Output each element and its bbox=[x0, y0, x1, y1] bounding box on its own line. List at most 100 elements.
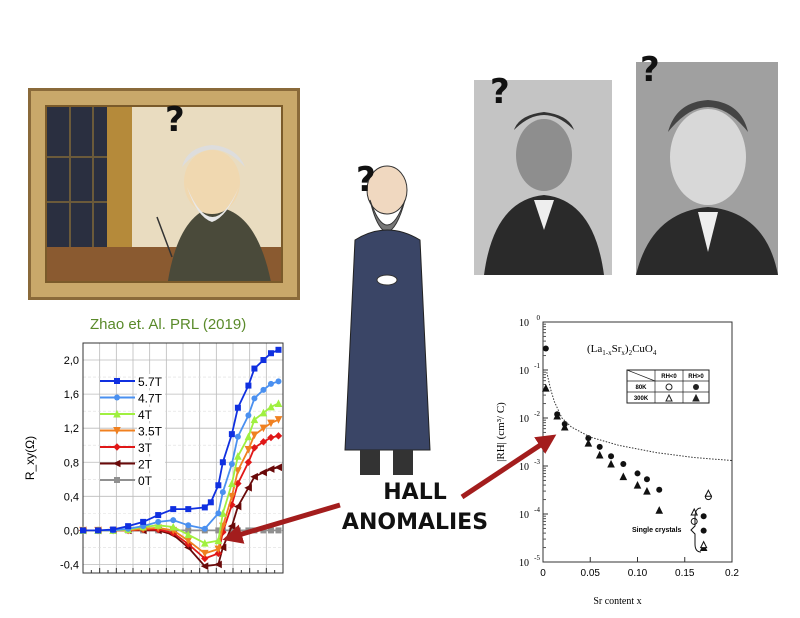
series-5.7T bbox=[80, 346, 282, 534]
chart2-legend: RH<0 RH>0 80K 300K bbox=[626, 369, 710, 404]
data-point bbox=[274, 463, 282, 472]
data-point bbox=[275, 527, 282, 534]
data-point bbox=[634, 470, 641, 477]
legend-label: 0T bbox=[138, 474, 153, 488]
y-tick-label: 10 bbox=[519, 414, 529, 425]
portrait-photo-left bbox=[474, 80, 612, 275]
data-point bbox=[201, 504, 208, 511]
data-point bbox=[219, 459, 226, 466]
data-point bbox=[251, 527, 258, 534]
legend-label: 3.5T bbox=[138, 425, 163, 439]
data-point bbox=[185, 527, 192, 534]
data-point bbox=[169, 522, 178, 531]
legend-bg bbox=[137, 456, 165, 471]
legend-marker bbox=[114, 394, 120, 401]
y-tick-label: 0,8 bbox=[64, 457, 79, 469]
legend-col1: RH<0 bbox=[661, 374, 677, 380]
legend-marker bbox=[665, 383, 673, 391]
legend-label: 4T bbox=[138, 408, 153, 422]
y-tick-exponent: 0 bbox=[537, 314, 541, 322]
data-point bbox=[619, 472, 628, 481]
data-point bbox=[260, 527, 267, 534]
data-point bbox=[267, 350, 274, 357]
y-tick-label: 1,6 bbox=[64, 389, 79, 401]
y-tick-label: 0,4 bbox=[64, 491, 79, 503]
x-tick-label: 0.10 bbox=[628, 568, 648, 579]
legend-marker bbox=[113, 443, 121, 451]
data-point bbox=[275, 346, 282, 353]
cartoon-painting-image bbox=[28, 88, 300, 300]
y-tick-exponent: -3 bbox=[534, 458, 540, 466]
y-tick-label: 10 bbox=[519, 318, 529, 329]
data-point bbox=[214, 536, 223, 545]
data-point bbox=[259, 468, 267, 477]
hall-label-line1: HALL bbox=[383, 480, 447, 505]
data-point bbox=[125, 523, 132, 530]
data-point bbox=[633, 480, 642, 489]
legend-marker bbox=[113, 427, 121, 435]
data-point bbox=[228, 431, 235, 438]
data-point bbox=[95, 527, 102, 534]
annotation-single-crystals: Single crystals bbox=[632, 527, 682, 534]
data-point bbox=[266, 465, 275, 473]
data-point bbox=[170, 517, 177, 524]
question-mark: ? bbox=[490, 72, 510, 112]
data-point bbox=[274, 416, 283, 424]
data-point bbox=[185, 522, 192, 529]
legend-marker bbox=[114, 378, 120, 384]
legend-row2: 300K bbox=[634, 396, 649, 402]
data-point bbox=[245, 382, 252, 389]
x-tick-label: 0 bbox=[540, 568, 546, 579]
data-point bbox=[267, 527, 274, 534]
x-tick-label: 0.2 bbox=[725, 568, 739, 579]
legend-marker bbox=[113, 409, 121, 418]
data-point bbox=[259, 408, 268, 417]
legend-label: 4.7T bbox=[138, 392, 163, 406]
data-point bbox=[607, 459, 615, 468]
data-point bbox=[553, 411, 561, 420]
data-point bbox=[170, 506, 177, 513]
x-tick-label: 0.15 bbox=[675, 568, 695, 579]
data-point bbox=[542, 383, 550, 392]
data-point bbox=[215, 482, 222, 489]
chart1-hall-resistance: R_xy(Ω) -0,4 0,0 0,4 0,8 1,2 1,6 2,0 5.7T 4.7T 4T… bbox=[23, 342, 284, 574]
data-point bbox=[200, 562, 209, 570]
chart1-title: Zhao et. Al. PRL (2019) bbox=[90, 316, 247, 333]
data-point bbox=[244, 445, 253, 454]
data-point bbox=[267, 433, 275, 442]
legend-label: 3T bbox=[138, 441, 153, 455]
data-point bbox=[184, 530, 193, 539]
hall-label-line2: ANOMALIES bbox=[341, 510, 489, 535]
data-point bbox=[700, 513, 707, 520]
data-point bbox=[155, 518, 162, 525]
legend-bg bbox=[137, 407, 165, 421]
data-point bbox=[250, 472, 258, 481]
data-point bbox=[185, 506, 192, 513]
data-point bbox=[251, 395, 258, 402]
data-point bbox=[228, 492, 236, 501]
data-point bbox=[608, 453, 615, 460]
data-point bbox=[219, 509, 227, 517]
y-tick-exponent: -1 bbox=[534, 362, 540, 370]
data-point bbox=[228, 460, 235, 467]
data-point bbox=[234, 452, 242, 460]
data-point bbox=[201, 525, 208, 532]
cartoon-scientist-figure bbox=[325, 150, 445, 485]
series-line bbox=[83, 466, 279, 568]
data-point bbox=[584, 438, 593, 447]
legend-marker bbox=[112, 459, 121, 468]
series-line bbox=[83, 380, 279, 532]
data-point bbox=[699, 540, 708, 549]
y-tick-label: 0,0 bbox=[64, 525, 79, 537]
data-point bbox=[154, 521, 162, 529]
y-tick-label: 2,0 bbox=[64, 355, 79, 367]
data-point bbox=[274, 432, 283, 440]
legend-marker bbox=[114, 477, 120, 483]
question-mark: ? bbox=[356, 160, 376, 200]
data-point bbox=[643, 476, 650, 483]
legend-marker bbox=[692, 393, 700, 402]
data-point bbox=[267, 402, 275, 411]
x-axis-label: Sr content x bbox=[593, 596, 641, 607]
data-point bbox=[275, 378, 282, 385]
data-point bbox=[250, 415, 259, 424]
